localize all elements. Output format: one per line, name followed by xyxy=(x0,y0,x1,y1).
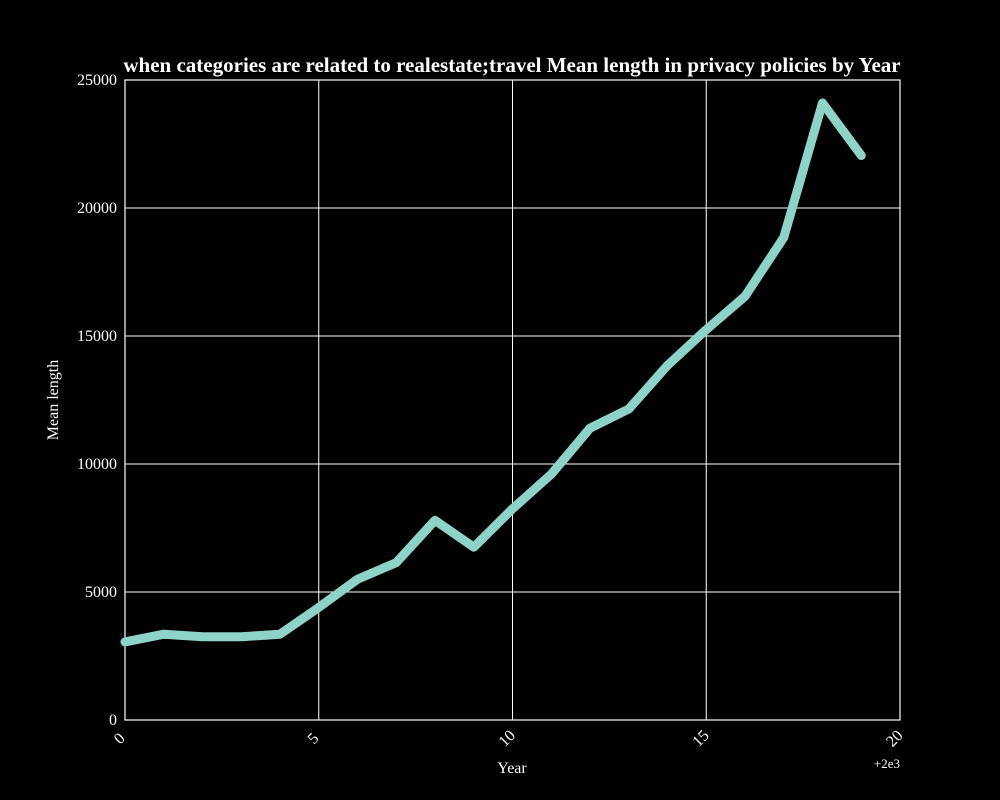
y-axis-label: Mean length xyxy=(45,360,62,440)
y-tick-label: 5000 xyxy=(85,584,117,601)
x-axis-label: Year xyxy=(497,760,527,777)
x-axis-offset-label: +2e3 xyxy=(874,756,900,771)
y-tick-label: 10000 xyxy=(77,456,117,473)
plot-frame xyxy=(124,79,901,721)
y-tick-label: 20000 xyxy=(77,200,117,217)
y-tick-label: 25000 xyxy=(77,72,117,89)
series-layer xyxy=(120,98,866,647)
y-tick-label: 15000 xyxy=(77,328,117,345)
y-tick-label: 0 xyxy=(109,712,117,729)
series-line-0 xyxy=(120,98,866,647)
chart-title: when categories are related to realestat… xyxy=(123,53,900,77)
